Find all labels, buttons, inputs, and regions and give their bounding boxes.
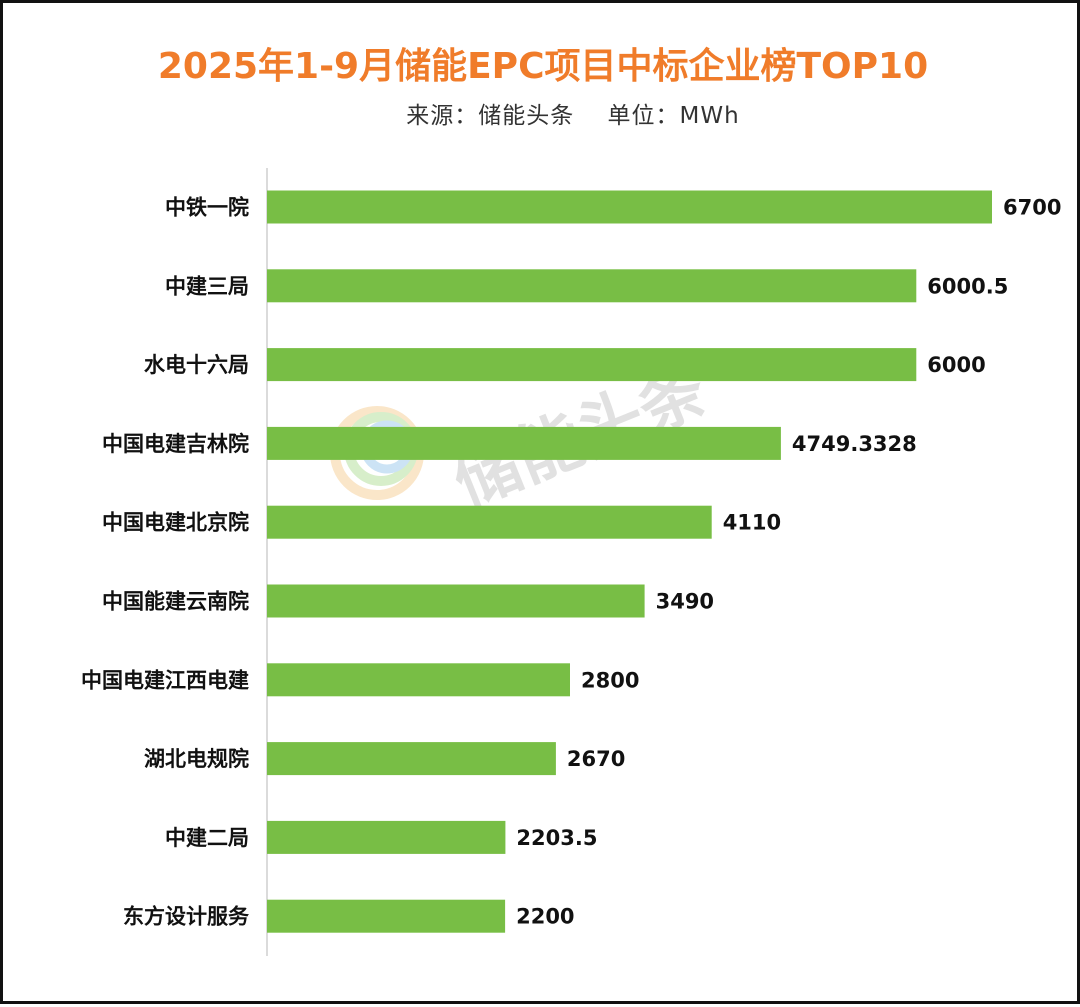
value-label-10: 2200 — [516, 905, 574, 929]
bar-6 — [267, 584, 645, 618]
chart-title: 2025年1-9月储能EPC项目中标企业榜TOP10 — [157, 46, 929, 87]
category-label-4: 中国电建吉林院 — [102, 432, 249, 456]
value-label-9: 2203.5 — [516, 826, 597, 850]
category-label-1: 中铁一院 — [165, 196, 249, 220]
category-label-8: 湖北电规院 — [144, 747, 249, 771]
category-label-2: 中建三局 — [165, 274, 249, 298]
bar-chart: 中铁一院 6700 中建三局 6000.5 水电十六局 6000 中国电建吉林院 4749.3… — [81, 168, 1061, 956]
bar-3 — [267, 348, 917, 382]
category-label-7: 中国电建江西电建 — [81, 668, 249, 692]
value-label-2: 6000.5 — [927, 274, 1008, 298]
bar-9 — [267, 820, 506, 854]
bar-10 — [267, 899, 506, 933]
value-label-3: 6000 — [927, 353, 985, 377]
bar-4 — [267, 426, 781, 460]
bar-5 — [267, 505, 712, 539]
value-label-1: 6700 — [1003, 196, 1061, 220]
bar-7 — [267, 663, 570, 697]
value-label-5: 4110 — [723, 511, 781, 535]
category-label-10: 东方设计服务 — [123, 905, 250, 929]
bar-1 — [267, 190, 992, 224]
value-label-6: 3490 — [656, 590, 714, 614]
category-label-6: 中国能建云南院 — [102, 590, 249, 614]
category-label-9: 中建二局 — [165, 826, 249, 850]
value-label-7: 2800 — [581, 668, 639, 692]
bar-8 — [267, 742, 556, 776]
category-label-3: 水电十六局 — [144, 353, 249, 377]
value-label-4: 4749.3328 — [792, 432, 917, 456]
chart-subtitle: 来源：储能头条 单位：MWh — [406, 103, 740, 129]
bar-2 — [267, 269, 917, 303]
category-label-5: 中国电建北京院 — [102, 511, 249, 535]
bars-group: 中铁一院 6700 中建三局 6000.5 水电十六局 6000 中国电建吉林院 4749.3… — [81, 190, 1061, 933]
value-label-8: 2670 — [567, 747, 625, 771]
